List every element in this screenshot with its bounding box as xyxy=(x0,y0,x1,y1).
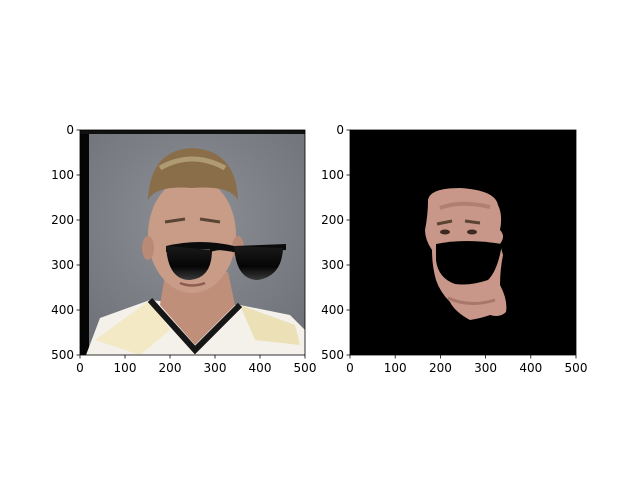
right-y-tick-label: 500 xyxy=(321,348,344,362)
mouth xyxy=(179,281,206,287)
right-x-tick-label: 300 xyxy=(474,361,497,375)
masked-neck-shade xyxy=(447,296,496,305)
right-y-tick-label: 0 xyxy=(336,123,344,137)
sunglasses-overlay xyxy=(166,242,286,280)
sunglasses-right-lens xyxy=(234,246,283,280)
right-x-tick-label: 500 xyxy=(565,361,588,375)
sunglasses-bridge xyxy=(209,246,235,252)
left-y-tick-label: 200 xyxy=(51,213,74,227)
right-y-tick-label: 300 xyxy=(321,258,344,272)
masked-right-eyebrow xyxy=(464,219,481,225)
left-x-tick-label: 200 xyxy=(159,361,182,375)
hair-highlight xyxy=(158,156,227,171)
left-y-tick-label: 300 xyxy=(51,258,74,272)
right-x-tick-label: 400 xyxy=(519,361,542,375)
left-y-tick-label: 500 xyxy=(51,348,74,362)
masked-forehead-shade xyxy=(439,201,491,210)
shirt-yellow-stripe xyxy=(95,300,170,355)
left-y-tick-label: 0 xyxy=(66,123,74,137)
right-eyebrow xyxy=(199,217,221,224)
masked-left-eyebrow xyxy=(436,219,453,226)
sunglasses-left-lens xyxy=(166,246,212,280)
right-y-tick-label: 400 xyxy=(321,303,344,317)
left-image-panel xyxy=(80,130,305,355)
left-y-tick-label: 100 xyxy=(51,168,74,182)
masked-right-eye xyxy=(467,229,477,235)
right-axes-frame xyxy=(349,129,577,356)
left-x-tick-label: 100 xyxy=(114,361,137,375)
photo-left-black-border xyxy=(80,130,89,355)
left-x-tick-label: 0 xyxy=(76,361,84,375)
shirt-collar xyxy=(147,297,243,355)
left-eyebrow xyxy=(164,217,186,224)
left-x-tick-label: 500 xyxy=(294,361,317,375)
left-axes-frame xyxy=(79,129,306,356)
glasses-hole xyxy=(436,241,502,285)
left-x-tick-label: 400 xyxy=(249,361,272,375)
left-y-tick-label: 400 xyxy=(51,303,74,317)
left-ear xyxy=(142,236,154,260)
left-x-tick-label: 300 xyxy=(204,361,227,375)
masked-left-eye xyxy=(440,229,450,235)
right-x-tick-label: 200 xyxy=(429,361,452,375)
shirt-yellow-stripe-right xyxy=(240,305,300,345)
photo-top-black-border xyxy=(80,130,305,134)
right-x-tick-label: 0 xyxy=(346,361,354,375)
right-x-tick-label: 100 xyxy=(384,361,407,375)
right-y-tick-label: 200 xyxy=(321,213,344,227)
right-y-tick-label: 100 xyxy=(321,168,344,182)
right-image-panel xyxy=(350,130,576,355)
